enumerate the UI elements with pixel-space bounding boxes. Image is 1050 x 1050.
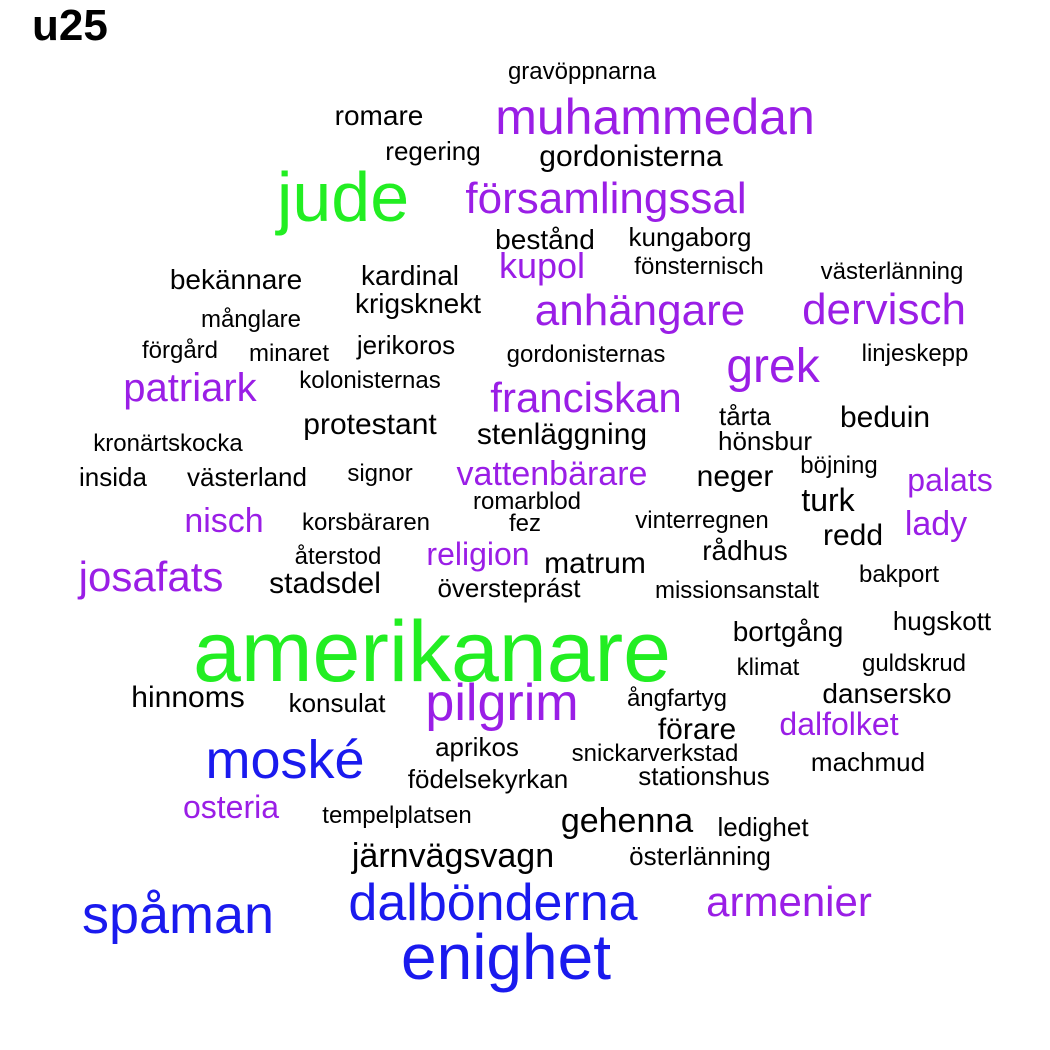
page-title: u25 bbox=[32, 1, 108, 50]
word-cloud-word: matrum bbox=[544, 547, 646, 580]
word-cloud-word: österlänning bbox=[629, 841, 771, 871]
word-cloud-word: romare bbox=[334, 100, 424, 131]
word-cloud-word: dalfolket bbox=[779, 706, 899, 742]
word-cloud-word: jerikoros bbox=[356, 330, 456, 360]
word-cloud-word: klimat bbox=[736, 654, 800, 681]
word-cloud-word: regering bbox=[385, 136, 481, 166]
word-cloud-word: bekännare bbox=[169, 264, 303, 295]
word-cloud-word: insida bbox=[79, 462, 147, 492]
word-cloud-word: snickarverkstad bbox=[571, 740, 739, 767]
word-cloud-word: redd bbox=[822, 519, 884, 552]
word-cloud-word: jude bbox=[276, 158, 410, 236]
word-cloud-word: böjning bbox=[800, 452, 878, 479]
word-cloud-word: missionsanstalt bbox=[654, 577, 820, 604]
word-cloud-word: nisch bbox=[184, 502, 264, 540]
word-cloud-word: bakport bbox=[858, 561, 940, 588]
word-cloud-word: signor bbox=[347, 460, 413, 487]
word-cloud-word: enighet bbox=[401, 921, 611, 993]
word-cloud-word: fönsternisch bbox=[634, 253, 764, 280]
word-cloud-word: patriark bbox=[123, 366, 257, 410]
word-cloud-word: förare bbox=[657, 713, 737, 746]
word-cloud-word: gordonisterna bbox=[539, 140, 723, 173]
word-cloud-word: lady bbox=[904, 505, 968, 543]
word-cloud-word: protestant bbox=[303, 408, 437, 441]
word-cloud-word: vinterregnen bbox=[635, 507, 769, 534]
word-cloud-word: krigsknekt bbox=[354, 288, 482, 319]
word-cloud-word: konsulat bbox=[288, 688, 386, 718]
word-cloud-word: pilgrim bbox=[425, 674, 579, 732]
word-cloud-word: hugskott bbox=[892, 606, 992, 636]
word-cloud-word: beduin bbox=[839, 401, 931, 434]
word-cloud-word: spåman bbox=[81, 885, 275, 945]
word-cloud-word: grek bbox=[726, 340, 820, 393]
word-cloud-word: västerland bbox=[187, 462, 307, 492]
word-cloud-word: gravöppnarna bbox=[507, 58, 657, 85]
word-cloud-word: josafats bbox=[78, 553, 224, 600]
word-cloud-word: turk bbox=[801, 482, 855, 518]
word-cloud-word: osteria bbox=[182, 789, 280, 825]
word-cloud-word: järnvägsvagn bbox=[351, 837, 555, 875]
word-cloud-word: dansersko bbox=[822, 678, 952, 709]
word-cloud-word: neger bbox=[696, 460, 774, 493]
word-cloud-word: gehenna bbox=[560, 802, 694, 840]
word-cloud-word: kronärtskocka bbox=[93, 430, 243, 457]
word-cloud-word: födelsekyrkan bbox=[407, 764, 569, 794]
word-cloud-word: stadsdel bbox=[269, 567, 381, 600]
word-cloud-word: romarblod bbox=[472, 488, 582, 515]
word-cloud-word: tårta bbox=[718, 401, 772, 431]
word-cloud-word: västerlänning bbox=[820, 258, 964, 285]
word-cloud-word: moské bbox=[205, 730, 365, 790]
word-cloud-word: rådhus bbox=[702, 535, 788, 566]
word-cloud-word: armenier bbox=[706, 878, 872, 925]
word-cloud-word: dalbönderna bbox=[348, 874, 638, 932]
word-cloud-word: machmud bbox=[810, 747, 926, 777]
word-cloud-word: stenläggning bbox=[476, 418, 648, 451]
word-cloud-word: dervisch bbox=[802, 285, 966, 334]
word-cloud-word: församlingssal bbox=[465, 174, 747, 223]
word-cloud-word: anhängare bbox=[534, 286, 746, 335]
word-cloud-word: översteprást bbox=[437, 573, 581, 603]
word-cloud-word: ångfartyg bbox=[626, 685, 728, 712]
word-cloud-word: linjeskepp bbox=[861, 340, 969, 367]
word-cloud-word: minaret bbox=[248, 340, 330, 367]
word-cloud-word: bortgång bbox=[732, 616, 844, 647]
word-cloud-word: bestånd bbox=[495, 224, 595, 255]
word-cloud-word: månglare bbox=[200, 306, 302, 333]
word-cloud-word: muhammedan bbox=[495, 89, 815, 145]
word-cloud-word: kolonisternas bbox=[299, 367, 441, 394]
word-cloud-word: vattenbärare bbox=[456, 455, 648, 493]
word-cloud-word: förgård bbox=[141, 337, 219, 364]
word-cloud-word: fez bbox=[508, 510, 542, 537]
word-cloud-word: ledighet bbox=[717, 812, 809, 842]
word-cloud-word: hönsbur bbox=[718, 426, 812, 456]
word-cloud-word: guldskrud bbox=[861, 650, 967, 677]
word-cloud-word: korsbäraren bbox=[301, 509, 431, 536]
word-cloud-word: återstod bbox=[294, 543, 382, 570]
word-cloud-word: kungaborg bbox=[628, 222, 752, 252]
word-cloud-word: tempelplatsen bbox=[322, 802, 472, 829]
word-cloud-word: amerikanare bbox=[193, 604, 671, 700]
word-cloud-word: gordonisternas bbox=[506, 341, 666, 368]
word-cloud-word: palats bbox=[907, 462, 993, 498]
word-cloud-word: religion bbox=[426, 536, 530, 572]
word-cloud-word: stationshus bbox=[638, 761, 770, 791]
word-cloud-word: franciskan bbox=[490, 374, 682, 421]
word-cloud-word: hinnoms bbox=[131, 681, 245, 714]
word-cloud-word: aprikos bbox=[435, 732, 519, 762]
word-cloud-word: kupol bbox=[498, 245, 586, 286]
word-cloud-word: kardinal bbox=[360, 260, 460, 291]
